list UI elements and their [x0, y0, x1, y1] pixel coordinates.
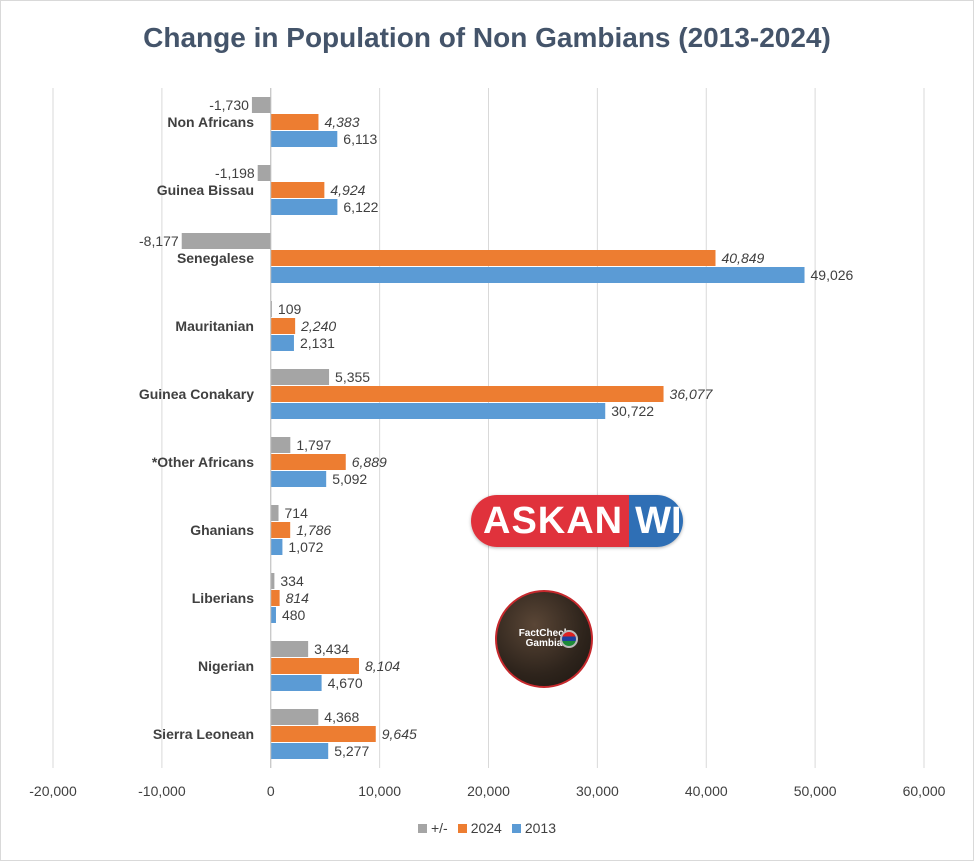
askanwi-logo: ASKAN WI — [471, 495, 683, 547]
category-label: Sierra Leonean — [153, 726, 254, 742]
legend-swatch-change — [417, 823, 427, 833]
bar-2024 — [270, 386, 664, 402]
data-label: 30,722 — [611, 403, 654, 419]
data-label: 1,797 — [296, 437, 331, 453]
legend-label-change: +/- — [430, 820, 448, 836]
data-label: 49,026 — [811, 267, 854, 283]
data-label: 1,786 — [296, 522, 331, 538]
bar-2013 — [270, 675, 322, 691]
data-label: 4,924 — [330, 182, 365, 198]
data-label: 5,092 — [332, 471, 367, 487]
x-tick-label: 0 — [267, 783, 275, 799]
bar-change — [257, 165, 271, 181]
bar-change — [181, 233, 271, 249]
bar-2013 — [270, 607, 276, 623]
data-label: 2,131 — [300, 335, 335, 351]
askanwi-logo-left: ASKAN — [471, 495, 630, 547]
bar-change — [251, 97, 271, 113]
data-label: 9,645 — [382, 726, 417, 742]
bar-2024 — [270, 522, 291, 538]
bar-2013 — [270, 335, 294, 351]
data-label: 6,889 — [352, 454, 387, 470]
bar-change — [270, 573, 275, 589]
category-label: Liberians — [192, 590, 254, 606]
bar-2024 — [270, 114, 319, 130]
bar-2013 — [270, 199, 338, 215]
data-label: 1,072 — [288, 539, 323, 555]
chart-legend: +/- 2024 2013 — [0, 820, 974, 836]
legend-swatch-2024 — [457, 823, 467, 833]
magnifier-icon — [560, 630, 578, 648]
data-label: 5,277 — [334, 743, 369, 759]
x-tick-label: -20,000 — [29, 783, 77, 799]
legend-swatch-2013 — [511, 823, 521, 833]
legend-label-2024: 2024 — [470, 820, 502, 836]
data-label: 4,670 — [328, 675, 363, 691]
category-label: Guinea Bissau — [157, 182, 254, 198]
bar-2024 — [270, 318, 296, 334]
data-label: 814 — [286, 590, 310, 606]
bar-2013 — [270, 539, 283, 555]
factcheck-gambia-logo: FactCheck Gambia — [495, 590, 593, 688]
bar-2024 — [270, 590, 280, 606]
bar-change — [270, 709, 319, 725]
bar-change — [270, 505, 279, 521]
data-label: 8,104 — [365, 658, 400, 674]
data-label: -8,177 — [139, 233, 179, 249]
x-tick-label: 40,000 — [685, 783, 728, 799]
bar-2024 — [270, 454, 346, 470]
x-tick-label: 30,000 — [576, 783, 619, 799]
data-label: 714 — [285, 505, 309, 521]
legend-item-change: +/- — [417, 820, 448, 836]
factcheck-line2: Gambia — [525, 638, 563, 649]
x-tick-label: -10,000 — [138, 783, 186, 799]
factcheck-line1: FactCheck — [518, 628, 570, 639]
x-tick-label: 20,000 — [467, 783, 510, 799]
category-label: Nigerian — [198, 658, 254, 674]
data-label: 3,434 — [314, 641, 349, 657]
data-label: -1,730 — [209, 97, 249, 113]
bar-change — [270, 369, 330, 385]
data-label: 36,077 — [670, 386, 714, 402]
x-tick-label: 50,000 — [794, 783, 837, 799]
bar-2013 — [270, 267, 805, 283]
category-label: Non Africans — [167, 114, 254, 130]
x-tick-label: 60,000 — [903, 783, 946, 799]
askanwi-logo-right: WI — [629, 495, 683, 547]
factcheck-text: FactCheck Gambia — [519, 629, 570, 649]
bar-change — [270, 641, 309, 657]
legend-item-2013: 2013 — [511, 820, 557, 836]
category-label: Guinea Conakary — [139, 386, 254, 402]
data-label: 4,383 — [324, 114, 359, 130]
data-label: 5,355 — [335, 369, 370, 385]
data-label: 6,113 — [343, 131, 377, 147]
data-label: -1,198 — [215, 165, 255, 181]
bar-2024 — [270, 726, 376, 742]
bar-2024 — [270, 250, 716, 266]
category-label: Ghanians — [190, 522, 254, 538]
data-label: 109 — [278, 301, 302, 317]
bar-2013 — [270, 131, 338, 147]
bar-2013 — [270, 471, 327, 487]
data-label: 40,849 — [721, 250, 764, 266]
bar-change — [270, 437, 291, 453]
category-label: Mauritanian — [175, 318, 254, 334]
bar-2013 — [270, 403, 606, 419]
data-label: 334 — [280, 573, 304, 589]
data-label: 2,240 — [300, 318, 336, 334]
category-label: *Other Africans — [152, 454, 254, 470]
bar-2024 — [270, 182, 325, 198]
bar-2024 — [270, 658, 359, 674]
chart-title: Change in Population of Non Gambians (20… — [143, 22, 831, 53]
x-tick-label: 10,000 — [358, 783, 401, 799]
legend-label-2013: 2013 — [524, 820, 557, 836]
legend-item-2024: 2024 — [457, 820, 502, 836]
category-label: Senegalese — [177, 250, 254, 266]
bar-2013 — [270, 743, 329, 759]
bar-change — [270, 301, 272, 317]
data-label: 6,122 — [343, 199, 378, 215]
data-label: 480 — [282, 607, 306, 623]
data-label: 4,368 — [324, 709, 359, 725]
